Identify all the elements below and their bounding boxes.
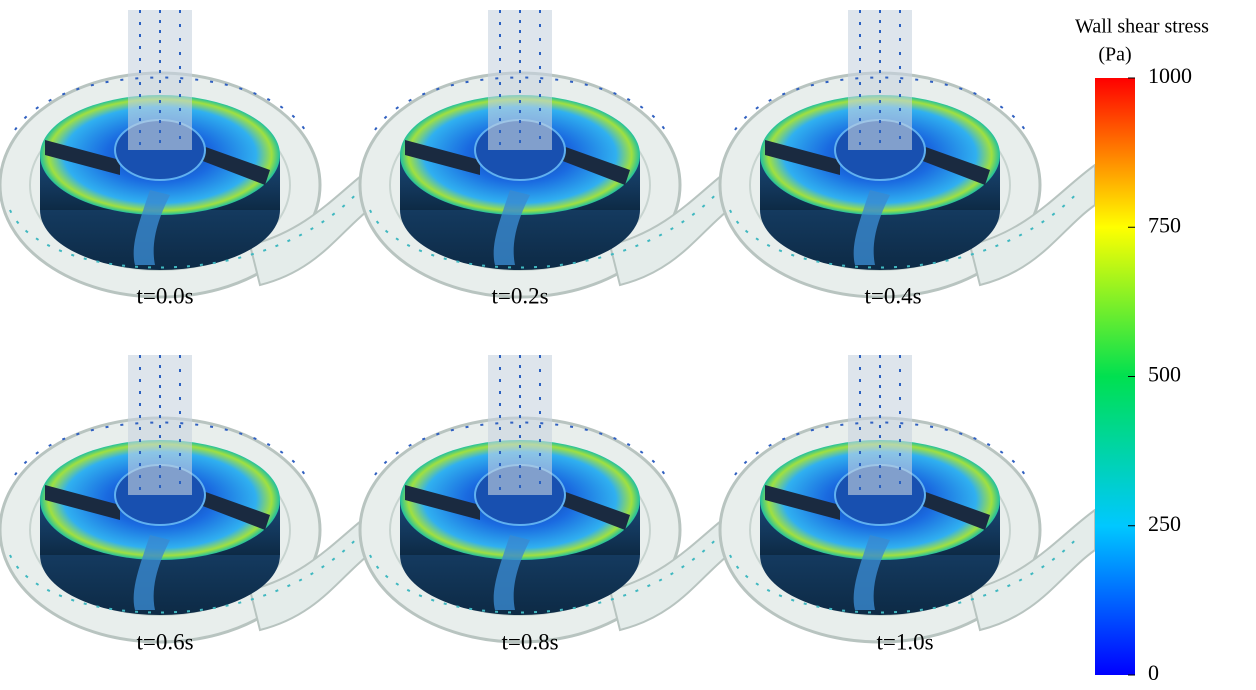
colorbar-title: Wall shear stress xyxy=(1075,16,1209,38)
tick-label: 250 xyxy=(1148,511,1181,536)
tick-label: 0 xyxy=(1148,660,1159,685)
pump-render xyxy=(0,10,375,297)
panel-label: t=0.0s xyxy=(136,283,193,308)
panel-label: t=0.4s xyxy=(864,283,921,308)
pump-render xyxy=(360,355,735,642)
panel-label: t=0.6s xyxy=(136,629,193,654)
panel-label: t=0.2s xyxy=(491,283,548,308)
panels: t=0.0s t=0.2s t=0.4s t=0.6s t=0.8s t=1.0… xyxy=(0,10,1095,654)
figure: t=0.0s t=0.2s t=0.4s t=0.6s t=0.8s t=1.0… xyxy=(0,0,1256,690)
panel-label: t=0.8s xyxy=(501,629,558,654)
tick-label: 750 xyxy=(1148,212,1181,237)
tick-label: 1000 xyxy=(1148,63,1192,88)
pump-render xyxy=(720,355,1095,642)
panel-label: t=1.0s xyxy=(876,629,933,654)
pump-render xyxy=(0,355,375,642)
pump-render xyxy=(360,10,735,297)
colorbar-unit: (Pa) xyxy=(1098,44,1131,66)
tick-label: 500 xyxy=(1148,362,1181,387)
colorbar: Wall shear stress (Pa) 0 250 500 750 1000 xyxy=(1075,16,1209,685)
pump-render xyxy=(720,10,1095,297)
